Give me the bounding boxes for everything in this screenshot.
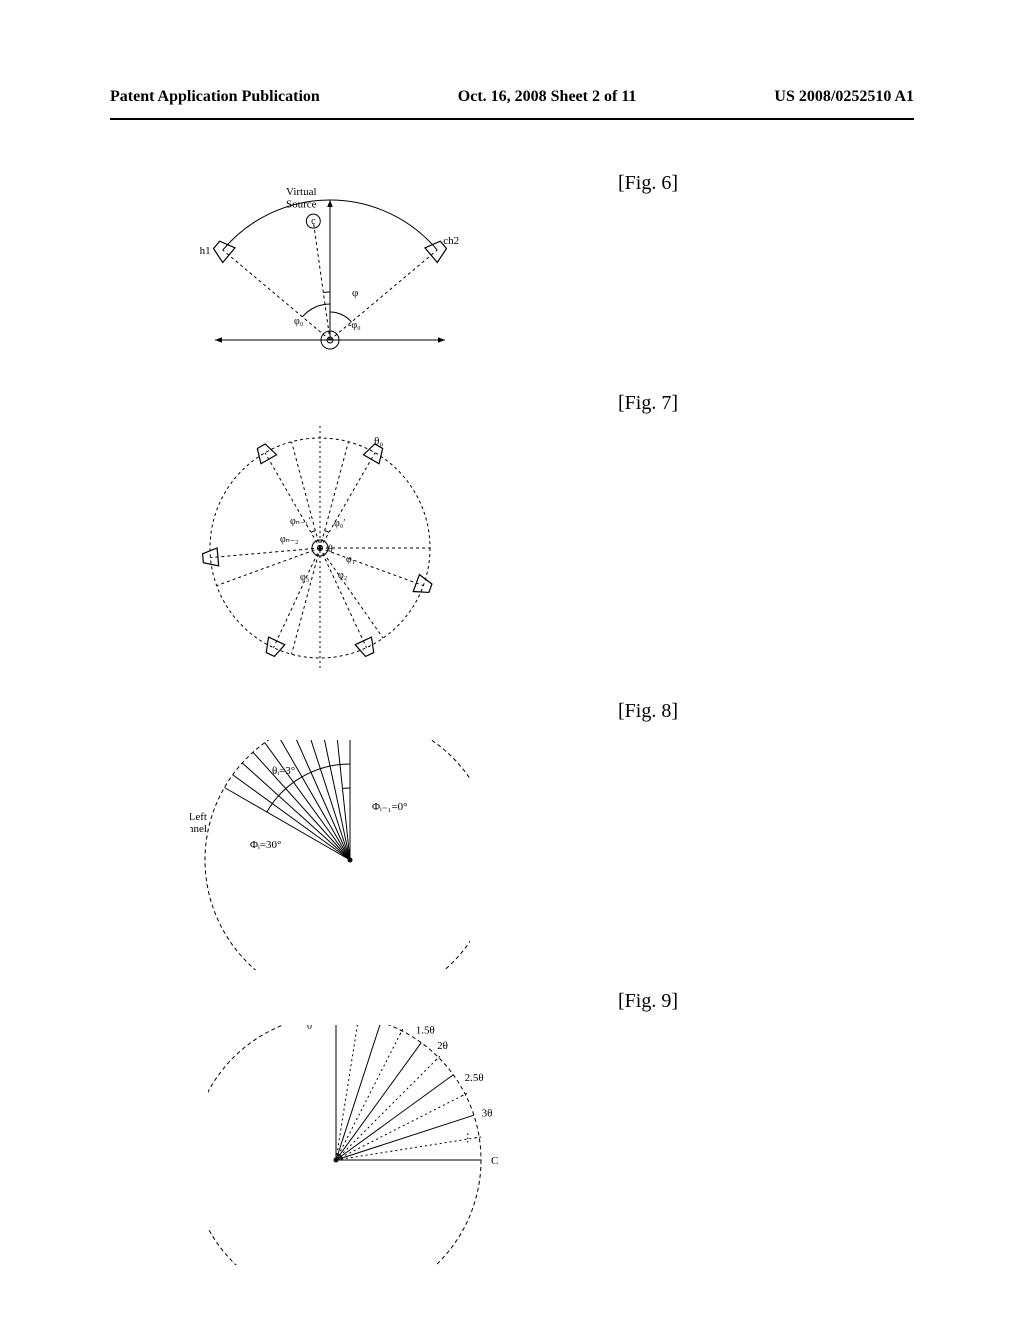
page-header: Patent Application Publication Oct. 16, … [0,88,1024,106]
svg-text:Φᵢ₋₁=0°: Φᵢ₋₁=0° [372,801,408,813]
fig6-label: [Fig. 6] [618,172,678,195]
svg-text:θ: θ [328,544,333,555]
fig9-diagram: 0°0.5θChannelθ1.5θ2θ2.5θ3θChannel⋮ [208,1025,498,1265]
svg-text:Φᵢ=30°: Φᵢ=30° [250,839,281,851]
svg-text:1.5θ: 1.5θ [416,1025,435,1037]
fig6-diagram: c VirtualSource ch1 ch2 φ φ₀ -φ₀ [200,185,460,365]
svg-text:φ: φ [352,287,358,299]
fig8-diagram: CenterChannelLeftChannelθᵢ=3°Φᵢ₋₁=0°Φᵢ=3… [190,740,470,970]
svg-text:3θ: 3θ [482,1107,493,1119]
svg-text:φ₀: φ₀ [294,316,304,327]
svg-text:θ₀: θ₀ [374,436,383,448]
svg-text:Channel: Channel [491,1155,498,1167]
svg-text:LeftChannel: LeftChannel [190,811,207,835]
svg-text:-φ₀: -φ₀ [348,320,361,331]
svg-text:φ₀′: φ₀′ [334,518,345,529]
header-rule [110,118,914,120]
svg-text:θᵢ=3°: θᵢ=3° [272,765,295,777]
fig7-diagram: θ₀ φ₀′ φₙ₋₁′ φₙ₋₂ φ₁ φ₂ φ₃ θ [180,418,460,678]
svg-text:φ₂: φ₂ [338,570,347,581]
svg-text:φₙ₋₂: φₙ₋₂ [280,534,299,545]
svg-text:c: c [311,216,316,227]
header-right: US 2008/0252510 A1 [774,88,914,106]
svg-text:ch1: ch1 [200,245,211,257]
svg-text:VirtualSource: VirtualSource [286,186,317,210]
svg-text:φ₁: φ₁ [346,554,355,565]
header-center: Oct. 16, 2008 Sheet 2 of 11 [458,88,637,106]
header-left: Patent Application Publication [110,88,320,106]
svg-text:φ₃: φ₃ [300,572,309,583]
svg-text:2θ: 2θ [437,1040,448,1052]
fig9-label: [Fig. 9] [618,990,678,1013]
svg-text:0°: 0° [307,1025,316,1032]
fig8-label: [Fig. 8] [618,700,678,723]
svg-text:φₙ₋₁′: φₙ₋₁′ [290,516,311,527]
svg-text:2.5θ: 2.5θ [465,1072,484,1084]
svg-text:⋮: ⋮ [462,1132,473,1144]
fig7-label: [Fig. 7] [618,392,678,415]
svg-text:ch2: ch2 [443,235,459,247]
